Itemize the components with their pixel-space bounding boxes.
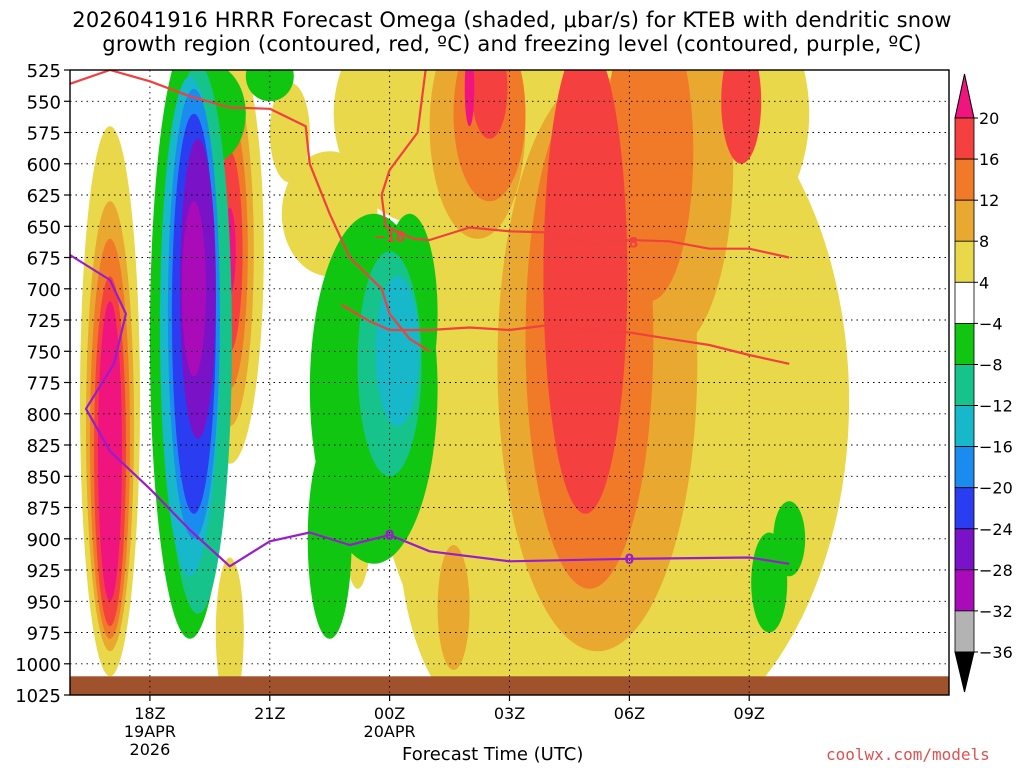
omega-cell bbox=[181, 201, 206, 377]
colorbar-segment bbox=[954, 487, 975, 530]
y-tick-label: 550 bbox=[27, 92, 61, 113]
colorbar-segment bbox=[954, 199, 975, 242]
colorbar-label: −32 bbox=[979, 602, 1013, 621]
omega-cell bbox=[471, 70, 508, 139]
colorbar-label: 4 bbox=[979, 273, 989, 292]
colorbar-label: −24 bbox=[979, 520, 1013, 539]
colorbar-segment bbox=[954, 240, 975, 283]
y-tick-label: 525 bbox=[27, 61, 61, 82]
x-tick-label: 21Z bbox=[254, 704, 285, 723]
colorbar-label: 12 bbox=[979, 191, 999, 210]
omega-cell bbox=[375, 276, 420, 427]
y-tick-label: 750 bbox=[27, 342, 61, 363]
colorbar-label: −4 bbox=[979, 314, 1003, 333]
colorbar-segment bbox=[954, 158, 975, 201]
omega-cell bbox=[543, 70, 628, 514]
freezing-label-0b: 0 bbox=[625, 552, 635, 568]
omega-cell bbox=[721, 70, 762, 164]
y-tick-label: 825 bbox=[27, 436, 61, 457]
dgz-contour-lower bbox=[341, 304, 790, 365]
contour-layer: −18 8 0 0 bbox=[70, 70, 790, 568]
y-tick-label: 575 bbox=[27, 124, 61, 145]
colorbar-segment bbox=[954, 322, 975, 365]
y-tick-label: 900 bbox=[27, 530, 61, 551]
dgz-label-8: 8 bbox=[629, 236, 639, 252]
colorbar-label: −28 bbox=[979, 561, 1013, 580]
omega-cell bbox=[773, 501, 806, 577]
y-tick-label: 725 bbox=[27, 311, 61, 332]
y-tick-label: 650 bbox=[27, 217, 61, 238]
x-tick-label: 06Z bbox=[614, 704, 645, 723]
y-tick-label: 875 bbox=[27, 499, 61, 520]
omega-cell bbox=[763, 70, 800, 214]
x-tick-label: 18Z bbox=[134, 704, 165, 723]
colorbar-bottom-arrow bbox=[954, 651, 975, 693]
chart-title: 2026041916 HRRR Forecast Omega (shaded, … bbox=[72, 8, 952, 56]
omega-cell bbox=[575, 70, 604, 152]
x-tick-date: 19APR bbox=[124, 722, 176, 741]
colorbar: 20 16 12 8 4 −4 −8 −12 −16 −20 −24 −28 −32 −36 bbox=[954, 73, 1013, 693]
omega-cell bbox=[464, 70, 475, 127]
pressure-axis: 525 550 575 600 625 650 675 700 725 750 775 800 825 8… bbox=[15, 61, 70, 707]
dgz-contour-minus18 bbox=[380, 70, 790, 259]
colorbar-segment bbox=[954, 446, 975, 489]
x-axis-label: Forecast Time (UTC) bbox=[402, 744, 584, 765]
omega-cell bbox=[215, 557, 244, 695]
colorbar-label: −16 bbox=[979, 438, 1013, 457]
x-tick-label: 00Z bbox=[374, 704, 405, 723]
colorbar-label: 16 bbox=[979, 150, 999, 169]
colorbar-segment bbox=[954, 117, 975, 160]
omega-cell bbox=[245, 70, 294, 102]
colorbar-segment bbox=[954, 405, 975, 447]
colorbar-segment bbox=[954, 610, 975, 653]
y-tick-label: 950 bbox=[27, 592, 61, 613]
colorbar-label: 20 bbox=[979, 109, 999, 128]
dgz-contour-upper bbox=[70, 70, 431, 353]
omega-cell bbox=[437, 545, 470, 670]
x-tick-date: 20APR bbox=[364, 722, 416, 741]
colorbar-label: −36 bbox=[979, 643, 1013, 662]
omega-cell bbox=[605, 70, 694, 302]
y-tick-label: 925 bbox=[27, 561, 61, 582]
freezing-label-0: 0 bbox=[385, 528, 395, 544]
colorbar-label: −20 bbox=[979, 479, 1013, 498]
y-tick-label: 600 bbox=[27, 155, 61, 176]
terrain-strip bbox=[70, 676, 949, 695]
dgz-label-minus18: −18 bbox=[374, 229, 405, 245]
y-tick-label: 700 bbox=[27, 280, 61, 301]
x-tick-label: 09Z bbox=[734, 704, 765, 723]
y-tick-label: 775 bbox=[27, 374, 61, 395]
freezing-level-contour bbox=[70, 254, 790, 568]
y-tick-label: 1025 bbox=[15, 686, 61, 707]
colorbar-segment bbox=[954, 569, 975, 612]
y-tick-label: 800 bbox=[27, 405, 61, 426]
colorbar-top-arrow bbox=[954, 73, 975, 119]
colorbar-label: −12 bbox=[979, 397, 1013, 416]
y-tick-label: 675 bbox=[27, 249, 61, 270]
colorbar-segment bbox=[954, 364, 975, 406]
colorbar-segment bbox=[954, 528, 975, 571]
colorbar-segment bbox=[954, 281, 975, 324]
x-tick-label: 03Z bbox=[494, 704, 525, 723]
x-tick-year: 2026 bbox=[130, 740, 171, 759]
y-tick-label: 975 bbox=[27, 624, 61, 645]
y-tick-label: 850 bbox=[27, 467, 61, 488]
y-tick-label: 1000 bbox=[15, 655, 61, 676]
colorbar-label: −8 bbox=[979, 356, 1003, 375]
y-tick-label: 625 bbox=[27, 186, 61, 207]
omega-cell bbox=[269, 82, 310, 183]
credit-text: coolwx.com/models bbox=[826, 745, 990, 764]
colorbar-label: 8 bbox=[979, 232, 989, 251]
